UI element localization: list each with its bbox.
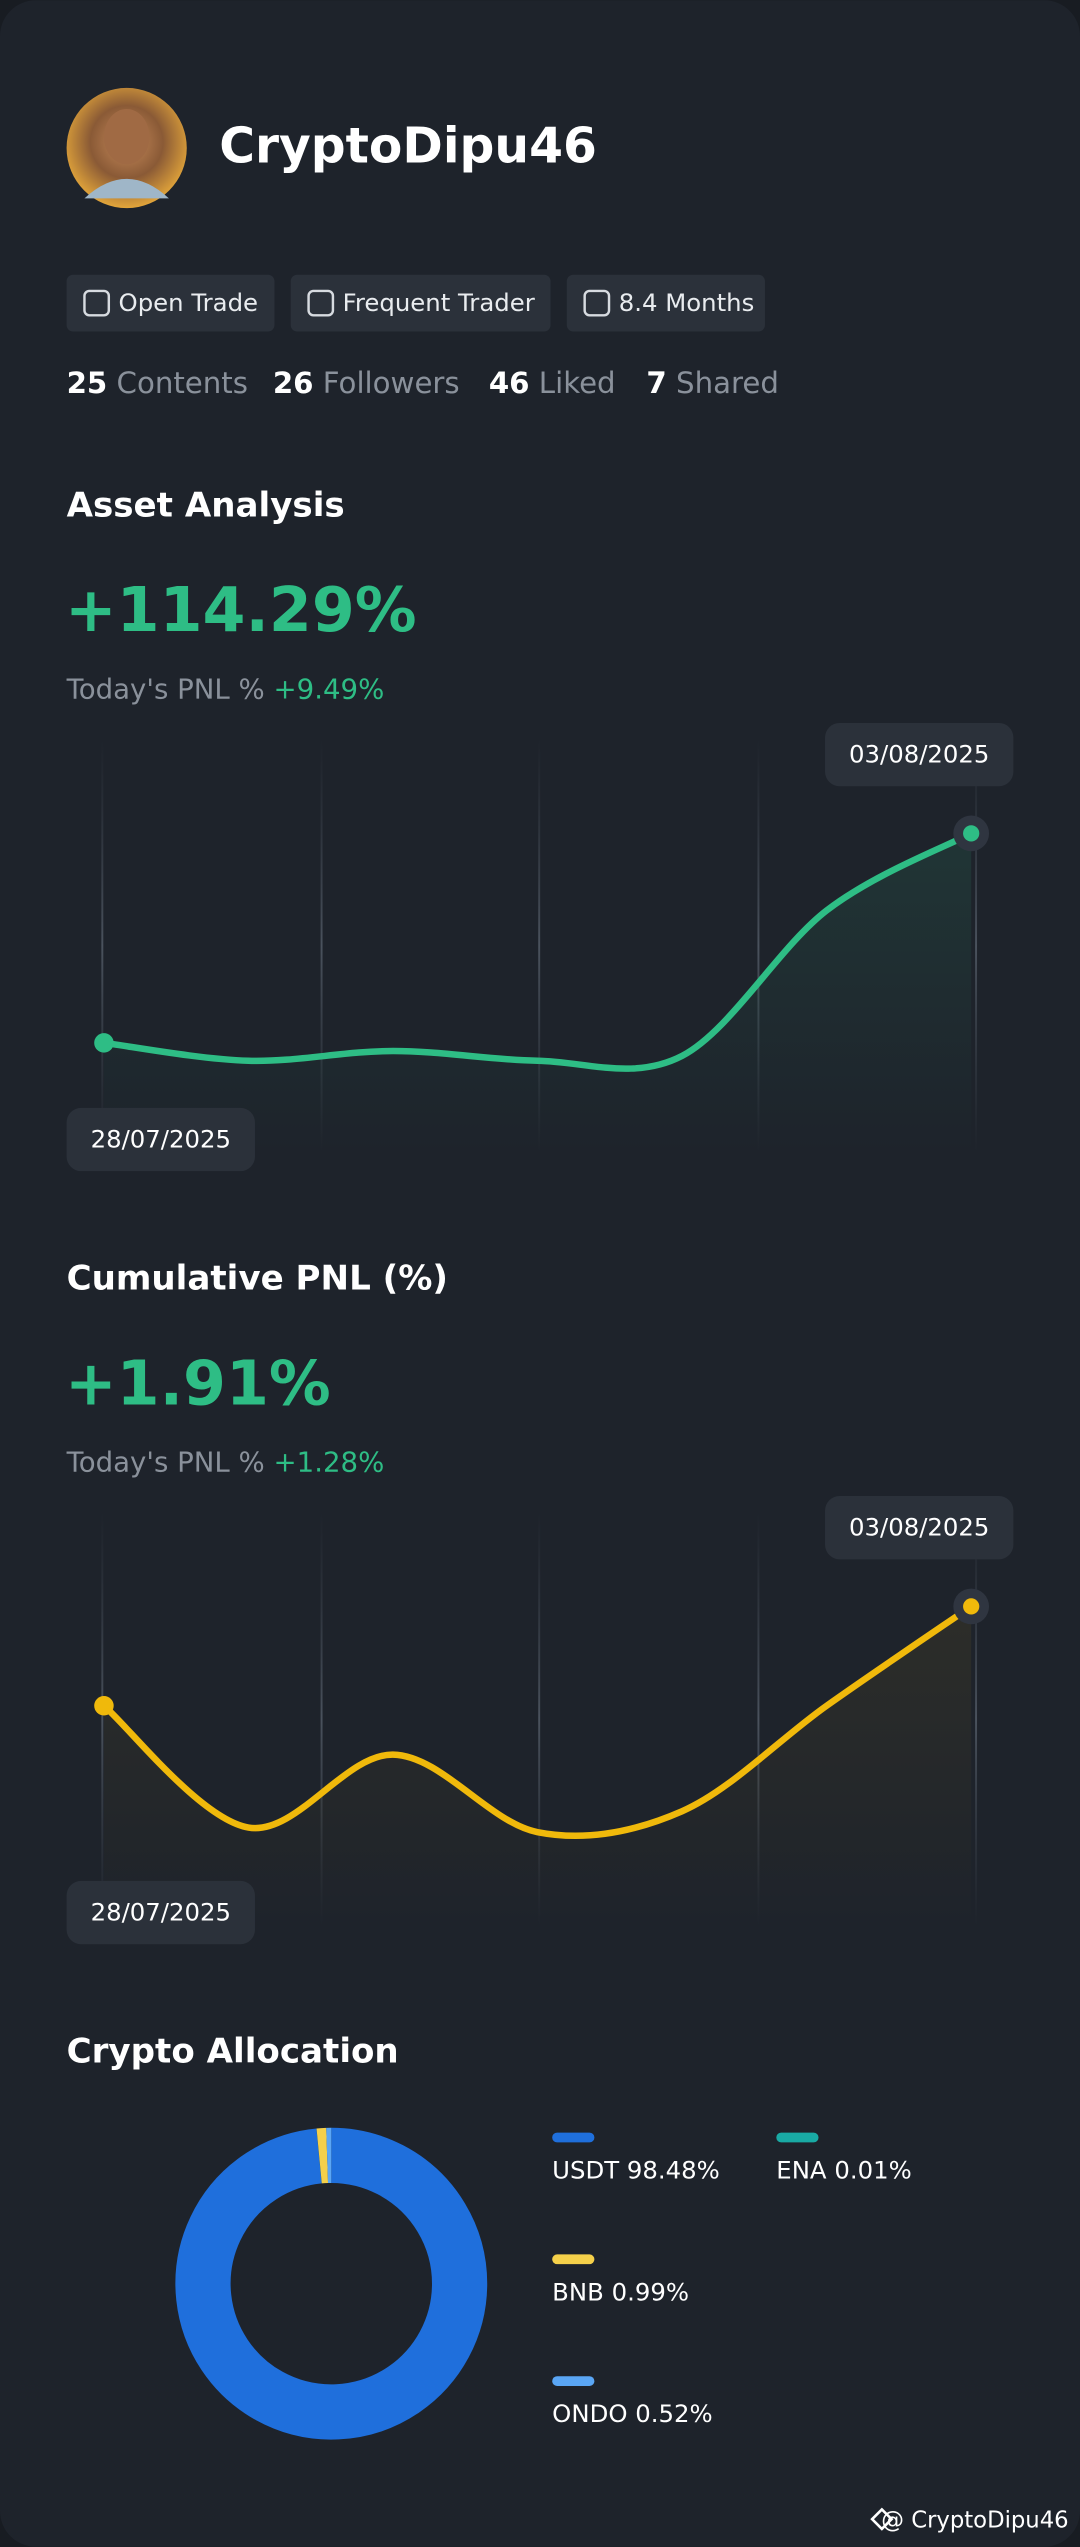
grid-line xyxy=(975,1512,978,1927)
start-point xyxy=(94,1033,114,1053)
section-title: Crypto Allocation xyxy=(67,2032,399,2072)
stat-value: 7 xyxy=(646,366,666,400)
stat-label: Shared xyxy=(676,366,779,400)
grid-line xyxy=(975,739,978,1154)
area xyxy=(103,833,972,1154)
line xyxy=(100,1603,975,1840)
date-label: 28/07/2025 xyxy=(91,1897,231,1926)
badges: Open Trade Frequent Trader 8.4 Months xyxy=(66,274,765,332)
badge-icon xyxy=(307,289,335,317)
badge-label: Open Trade xyxy=(119,288,258,317)
today-pnl: Today's PNL % +1.28% xyxy=(66,1446,385,1479)
line xyxy=(100,830,975,1072)
watermark: @ CryptoDipu46 xyxy=(881,2507,1068,2533)
legend-swatch xyxy=(552,2132,595,2143)
legend-entry: USDT 98.48% xyxy=(552,2156,720,2185)
legend-name: ENA xyxy=(776,2156,827,2185)
badge-label: 8.4 Months xyxy=(619,288,755,317)
donut-segment xyxy=(175,2127,488,2440)
stat: 26 Followers xyxy=(273,366,460,400)
grid-line xyxy=(757,739,760,1154)
badge xyxy=(290,274,551,332)
end-point xyxy=(963,825,980,842)
legend-name: ONDO xyxy=(552,2399,627,2428)
legend-entry: ENA 0.01% xyxy=(776,2156,911,2185)
stat: 7 Shared xyxy=(646,366,779,400)
badge xyxy=(566,274,765,332)
section-title: Cumulative PNL (%) xyxy=(67,1258,448,1298)
date-bubble xyxy=(66,1107,255,1172)
legend-value: 0.01% xyxy=(834,2156,911,2185)
grid-line xyxy=(757,1512,760,1927)
badge-label: Frequent Trader xyxy=(343,288,536,317)
badge xyxy=(66,274,275,332)
stat-value: 25 xyxy=(67,366,108,400)
legend-value: 98.48% xyxy=(627,2156,720,2185)
avatar-shirt xyxy=(84,178,169,199)
legend-swatch xyxy=(776,2132,819,2143)
start-point xyxy=(94,1695,114,1716)
legend-name: USDT xyxy=(552,2156,619,2185)
stat-value: 26 xyxy=(273,366,314,400)
legend-entry: ONDO 0.52% xyxy=(552,2399,712,2428)
date-label: 03/08/2025 xyxy=(849,1512,989,1541)
stat-label: Followers xyxy=(323,366,460,400)
stat: 25 Contents xyxy=(67,366,248,400)
today-pnl-label: Today's PNL % xyxy=(66,1446,265,1479)
today-pnl-value: +1.28% xyxy=(274,1446,385,1479)
today-pnl-value: +9.49% xyxy=(274,672,385,705)
date-label: 28/07/2025 xyxy=(91,1124,231,1153)
stat-value: 46 xyxy=(489,366,530,400)
legend-value: 0.99% xyxy=(612,2277,689,2306)
section-title: Asset Analysis xyxy=(67,485,345,525)
avatar-face xyxy=(103,109,150,165)
legend-entry: BNB 0.99% xyxy=(552,2277,689,2306)
headline-value: +114.29% xyxy=(65,574,417,646)
stats: 25 Contents 26 Followers 46 Liked 7 Shared xyxy=(67,366,779,400)
donut-segment xyxy=(316,2127,329,2184)
today-pnl-label: Today's PNL % xyxy=(66,672,265,705)
date-label: 03/08/2025 xyxy=(849,739,989,768)
badge-icon xyxy=(83,289,111,317)
watermark-logo xyxy=(870,2507,894,2531)
legend-name: BNB xyxy=(552,2277,604,2306)
badge-icon xyxy=(583,289,611,317)
area xyxy=(103,1606,972,1927)
legend-swatch xyxy=(552,2254,595,2265)
grid-line xyxy=(320,739,323,1154)
grid-line xyxy=(538,739,541,1154)
legend-value: 0.52% xyxy=(635,2399,712,2428)
date-bubble xyxy=(825,722,1014,787)
headline-value: +1.91% xyxy=(65,1347,331,1419)
end-point xyxy=(963,1598,980,1615)
legend-swatch xyxy=(552,2376,595,2386)
date-bubble xyxy=(825,1495,1014,1560)
charts: Asset Analysis +114.29% Today's PNL % +9.4… xyxy=(65,485,1014,2440)
grid-line xyxy=(101,739,104,1154)
grid-line xyxy=(101,1512,104,1927)
stat-label: Liked xyxy=(539,366,616,400)
grid-line xyxy=(320,1512,323,1927)
today-pnl: Today's PNL % +9.49% xyxy=(66,672,385,705)
stat-label: Contents xyxy=(117,366,248,400)
grid-line xyxy=(538,1512,541,1927)
username: CryptoDipu46 xyxy=(219,119,597,175)
stat: 46 Liked xyxy=(489,366,616,400)
date-bubble xyxy=(66,1880,255,1945)
